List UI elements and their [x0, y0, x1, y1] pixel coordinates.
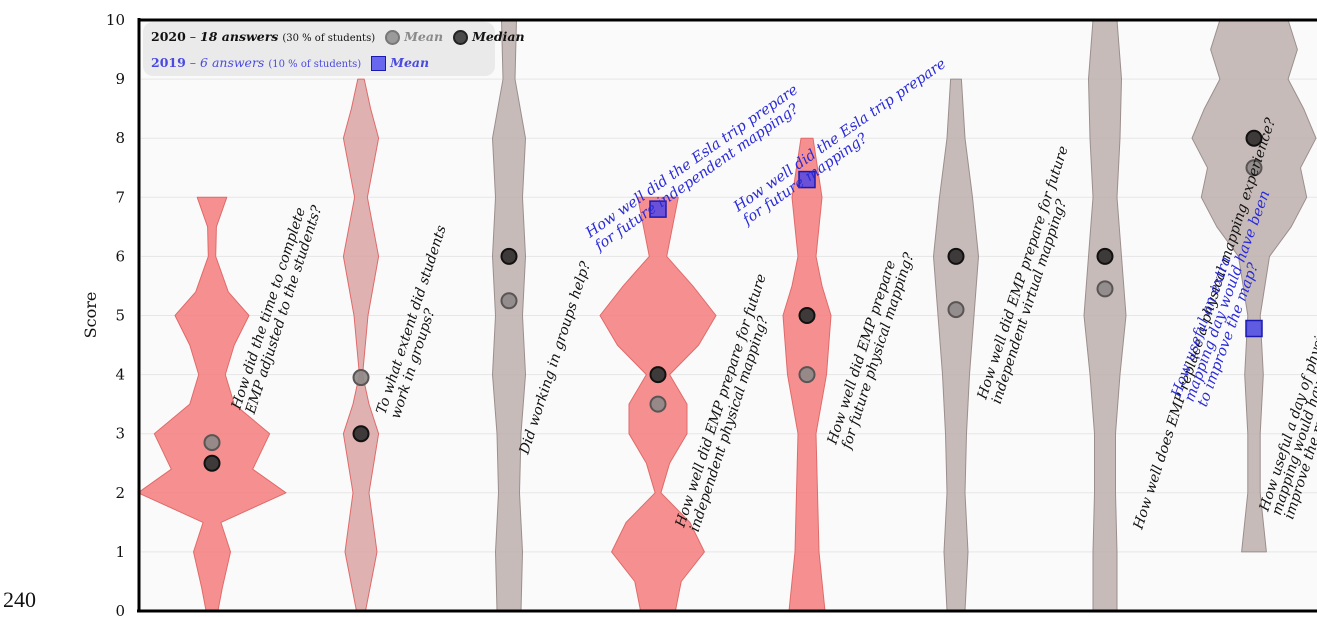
- median-2020-point: [1245, 129, 1263, 147]
- y-axis-label: Score: [81, 292, 100, 339]
- mean-2020-point: [947, 301, 965, 319]
- mean-2020-point: [1096, 280, 1114, 298]
- mean-2019-point: [1245, 319, 1263, 338]
- mean-2020-point: [203, 434, 221, 452]
- legend-2020-dash: –: [189, 29, 197, 44]
- y-tick-label: 3: [115, 425, 125, 443]
- violins: [137, 19, 1317, 612]
- markers: [203, 129, 1263, 472]
- legend-2020-year: 2020: [151, 29, 186, 44]
- y-tick-label: 6: [115, 247, 125, 265]
- y-tick-label: 9: [115, 70, 125, 88]
- median-2020-point: [798, 307, 816, 324]
- y-tick-label: 7: [115, 188, 125, 206]
- y-tick-label: 5: [115, 307, 125, 325]
- y-tick-label: 0: [115, 602, 125, 617]
- y-tick-label: 2: [115, 484, 125, 502]
- page-number: 240: [3, 587, 36, 612]
- y-tick-label: 4: [115, 366, 125, 384]
- legend-2019-year: 2019: [151, 55, 186, 70]
- legend: 2020 – 18 answers (30 % of students) Mea…: [143, 22, 525, 76]
- legend-2020-answers: 18 answers: [200, 29, 279, 44]
- mean-2019-point: [649, 200, 667, 218]
- y-tick-label: 8: [115, 129, 125, 147]
- legend-mean-square-icon: [371, 56, 387, 71]
- median-2020-point: [352, 425, 370, 443]
- mean-2020-point: [500, 292, 518, 310]
- legend-row-2019: 2019 – 6 answers (10 % of students) Mean: [151, 55, 429, 71]
- y-tick-label: 10: [106, 11, 125, 29]
- grid-lines: [141, 78, 1317, 553]
- legend-2019-pct: (10 % of students): [268, 59, 362, 70]
- legend-2020-median: Median: [472, 29, 525, 44]
- median-2020-point: [500, 247, 518, 265]
- mean-2020-point: [649, 395, 667, 413]
- median-2020-point: [203, 454, 221, 472]
- y-tick-labels: 0 1 2 3 4 5 6 7 8 9 10: [106, 11, 125, 617]
- y-tick-label: 1: [115, 543, 125, 561]
- violin-2: [342, 78, 380, 612]
- legend-2019-mean: Mean: [390, 55, 430, 70]
- mean-2020-point: [1245, 159, 1263, 177]
- mean-2020-point: [352, 369, 370, 387]
- median-2020-point: [649, 366, 667, 384]
- legend-2019-dash: –: [189, 55, 197, 70]
- legend-2020-mean: Mean: [404, 29, 444, 44]
- legend-row-2020: 2020 – 18 answers (30 % of students) Mea…: [151, 29, 525, 45]
- legend-mean-circle-icon: [385, 30, 401, 45]
- violin-3: [492, 19, 526, 612]
- legend-2020-pct: (30 % of students): [282, 33, 376, 44]
- violin-6: [933, 78, 979, 612]
- median-2020-point: [1096, 247, 1114, 265]
- mean-2020-point: [798, 366, 816, 384]
- legend-2019-answers: 6 answers: [200, 55, 265, 70]
- median-2020-point: [947, 247, 965, 265]
- mean-2019-point: [798, 170, 816, 189]
- legend-median-circle-icon: [453, 30, 469, 45]
